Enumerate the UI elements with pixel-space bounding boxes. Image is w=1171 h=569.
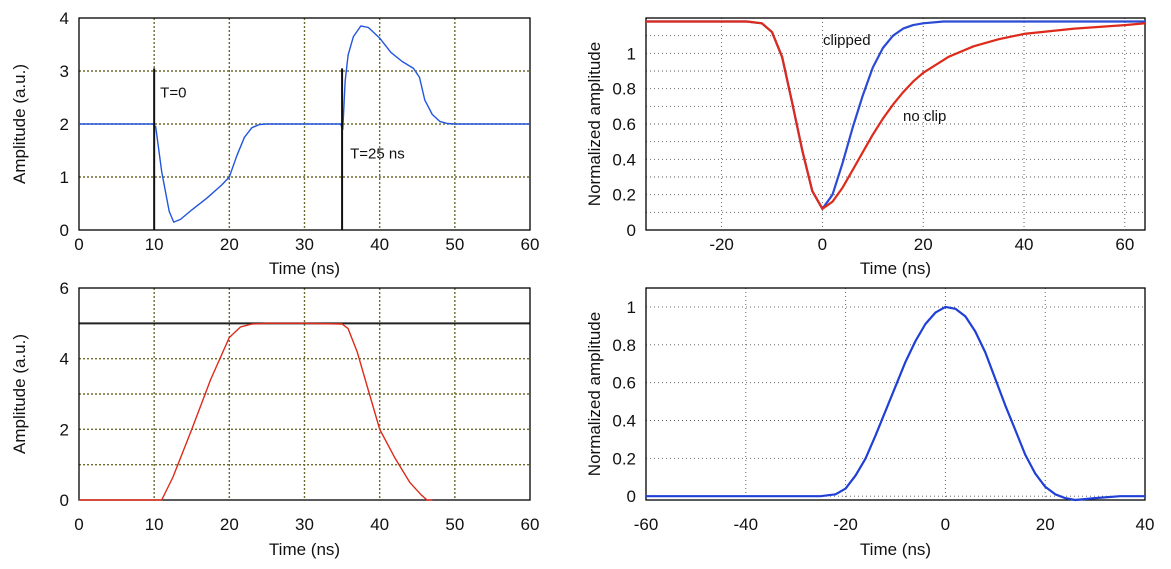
x-axis-label: Time (ns) <box>269 540 340 559</box>
y-tick-label: 0.2 <box>612 186 636 205</box>
x-tick-label: 20 <box>1036 515 1055 534</box>
series-line-no-clip <box>646 20 1146 210</box>
x-tick-label: 30 <box>295 235 314 254</box>
x-tick-label: 60 <box>521 235 540 254</box>
y-tick-label: 3 <box>60 62 69 81</box>
x-tick-label: 30 <box>295 515 314 534</box>
x-tick-label: 0 <box>74 515 83 534</box>
x-tick-label: 60 <box>521 515 540 534</box>
y-tick-label: 6 <box>60 279 69 298</box>
x-tick-label: 0 <box>818 235 827 254</box>
x-tick-label: 40 <box>1015 235 1034 254</box>
x-tick-label: 40 <box>370 515 389 534</box>
y-tick-label: 0.4 <box>612 150 636 169</box>
y-tick-label: 2 <box>60 115 69 134</box>
y-tick-label: 0 <box>60 221 69 240</box>
curve-annotation: no clip <box>903 108 946 125</box>
x-tick-label: 20 <box>220 515 239 534</box>
x-tick-label: 0 <box>74 235 83 254</box>
y-tick-label: 0.6 <box>612 374 636 393</box>
series-line-1 <box>646 305 1145 502</box>
curve-annotation: clipped <box>823 32 871 49</box>
y-tick-label: 1 <box>60 168 69 187</box>
x-tick-label: 20 <box>914 235 933 254</box>
trigger-marker-label: T=0 <box>160 85 186 102</box>
x-tick-label: -60 <box>634 515 659 534</box>
x-tick-label: 40 <box>370 235 389 254</box>
trigger-marker-label: T=25 ns <box>350 145 405 162</box>
chart-panel-4: -60 -40 -20 0 20 40 0 0.2 0.4 0.6 0.8 1 Time (ns) Nor… <box>585 287 1155 559</box>
plot-frame <box>645 287 1146 501</box>
chart-panel-3: 0 10 20 30 40 50 60 0 2 4 6 Time (ns) Amplitude (a.u… <box>10 279 539 559</box>
plot-frame <box>78 287 531 501</box>
x-tick-label: 60 <box>1115 235 1134 254</box>
series-line-1 <box>79 322 433 501</box>
x-tick-label: 10 <box>145 235 164 254</box>
x-tick-label: -40 <box>734 515 759 534</box>
y-tick-label: 4 <box>60 9 69 28</box>
x-tick-label: -20 <box>833 515 858 534</box>
y-tick-label: 0.2 <box>612 449 636 468</box>
plot-frame <box>645 17 1146 231</box>
y-tick-label: 1 <box>627 298 636 317</box>
y-tick-label: 4 <box>60 350 69 369</box>
y-axis-label: Normalized amplitude <box>585 42 604 206</box>
x-tick-label: 40 <box>1136 515 1155 534</box>
x-tick-label: 20 <box>220 235 239 254</box>
y-tick-label: 1 <box>627 44 636 63</box>
x-tick-label: 10 <box>145 515 164 534</box>
y-tick-label: 0.8 <box>612 336 636 355</box>
x-axis-label: Time (ns) <box>269 259 340 278</box>
x-axis-label: Time (ns) <box>860 540 931 559</box>
series-line-clipped <box>646 20 1145 210</box>
y-tick-label: 0 <box>627 487 636 506</box>
y-tick-label: 0 <box>60 491 69 510</box>
y-axis-label: Amplitude (a.u.) <box>10 64 29 184</box>
y-axis-label: Amplitude (a.u.) <box>10 334 29 454</box>
x-tick-label: 50 <box>445 515 464 534</box>
y-tick-label: 0.4 <box>612 412 636 431</box>
y-tick-label: 2 <box>60 420 69 439</box>
x-tick-label: 0 <box>941 515 950 534</box>
x-tick-label: -20 <box>709 235 734 254</box>
y-axis-label: Normalized amplitude <box>585 312 604 476</box>
y-tick-label: 0 <box>627 221 636 240</box>
chart-panel-1: 0 10 20 30 40 50 60 0 1 2 3 4 Time (ns) Amplitude (a.… <box>10 9 539 278</box>
x-axis-label: Time (ns) <box>860 259 931 278</box>
chart-panel-2: -20 0 20 40 60 0 0.2 0.4 0.6 0.8 1 Time (ns) Normali… <box>585 17 1146 278</box>
y-tick-label: 0.8 <box>612 80 636 99</box>
x-tick-label: 50 <box>445 235 464 254</box>
y-tick-label: 0.6 <box>612 115 636 134</box>
